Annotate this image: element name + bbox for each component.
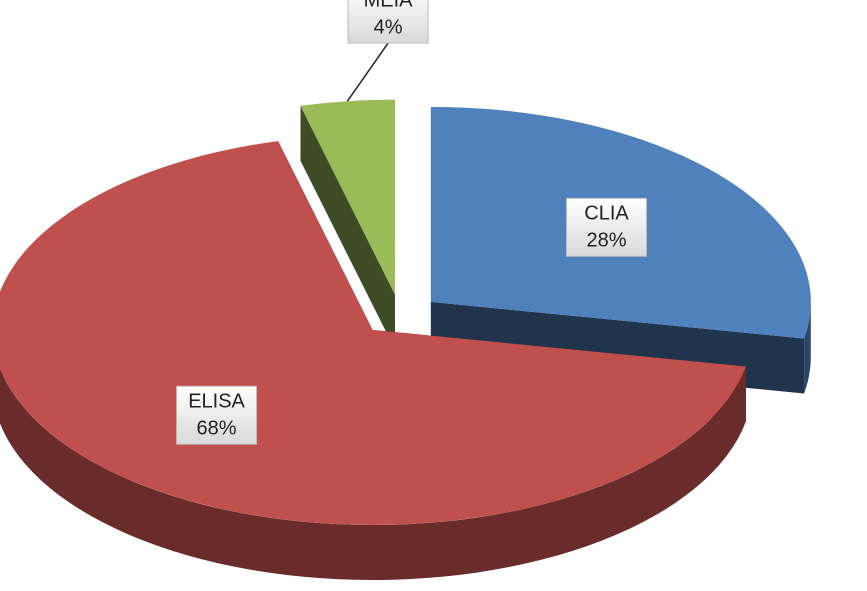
slice-side	[0, 366, 746, 581]
label-box	[347, 0, 429, 44]
slice-wall	[300, 105, 395, 350]
leader-line	[346, 42, 389, 102]
label-box	[176, 385, 258, 445]
category-label: CLIA	[584, 203, 629, 225]
slice	[300, 99, 395, 295]
category-label: ELISA	[188, 391, 245, 413]
category-label: MEIA	[364, 0, 414, 11]
slice-side	[804, 301, 811, 394]
value-label: 4%	[374, 16, 403, 38]
value-label: 68%	[197, 418, 237, 440]
value-label: 28%	[586, 230, 626, 252]
label-box	[565, 197, 647, 257]
pie-labels: CLIA 28% ELISA 68% MEIA 4%	[176, 0, 647, 445]
